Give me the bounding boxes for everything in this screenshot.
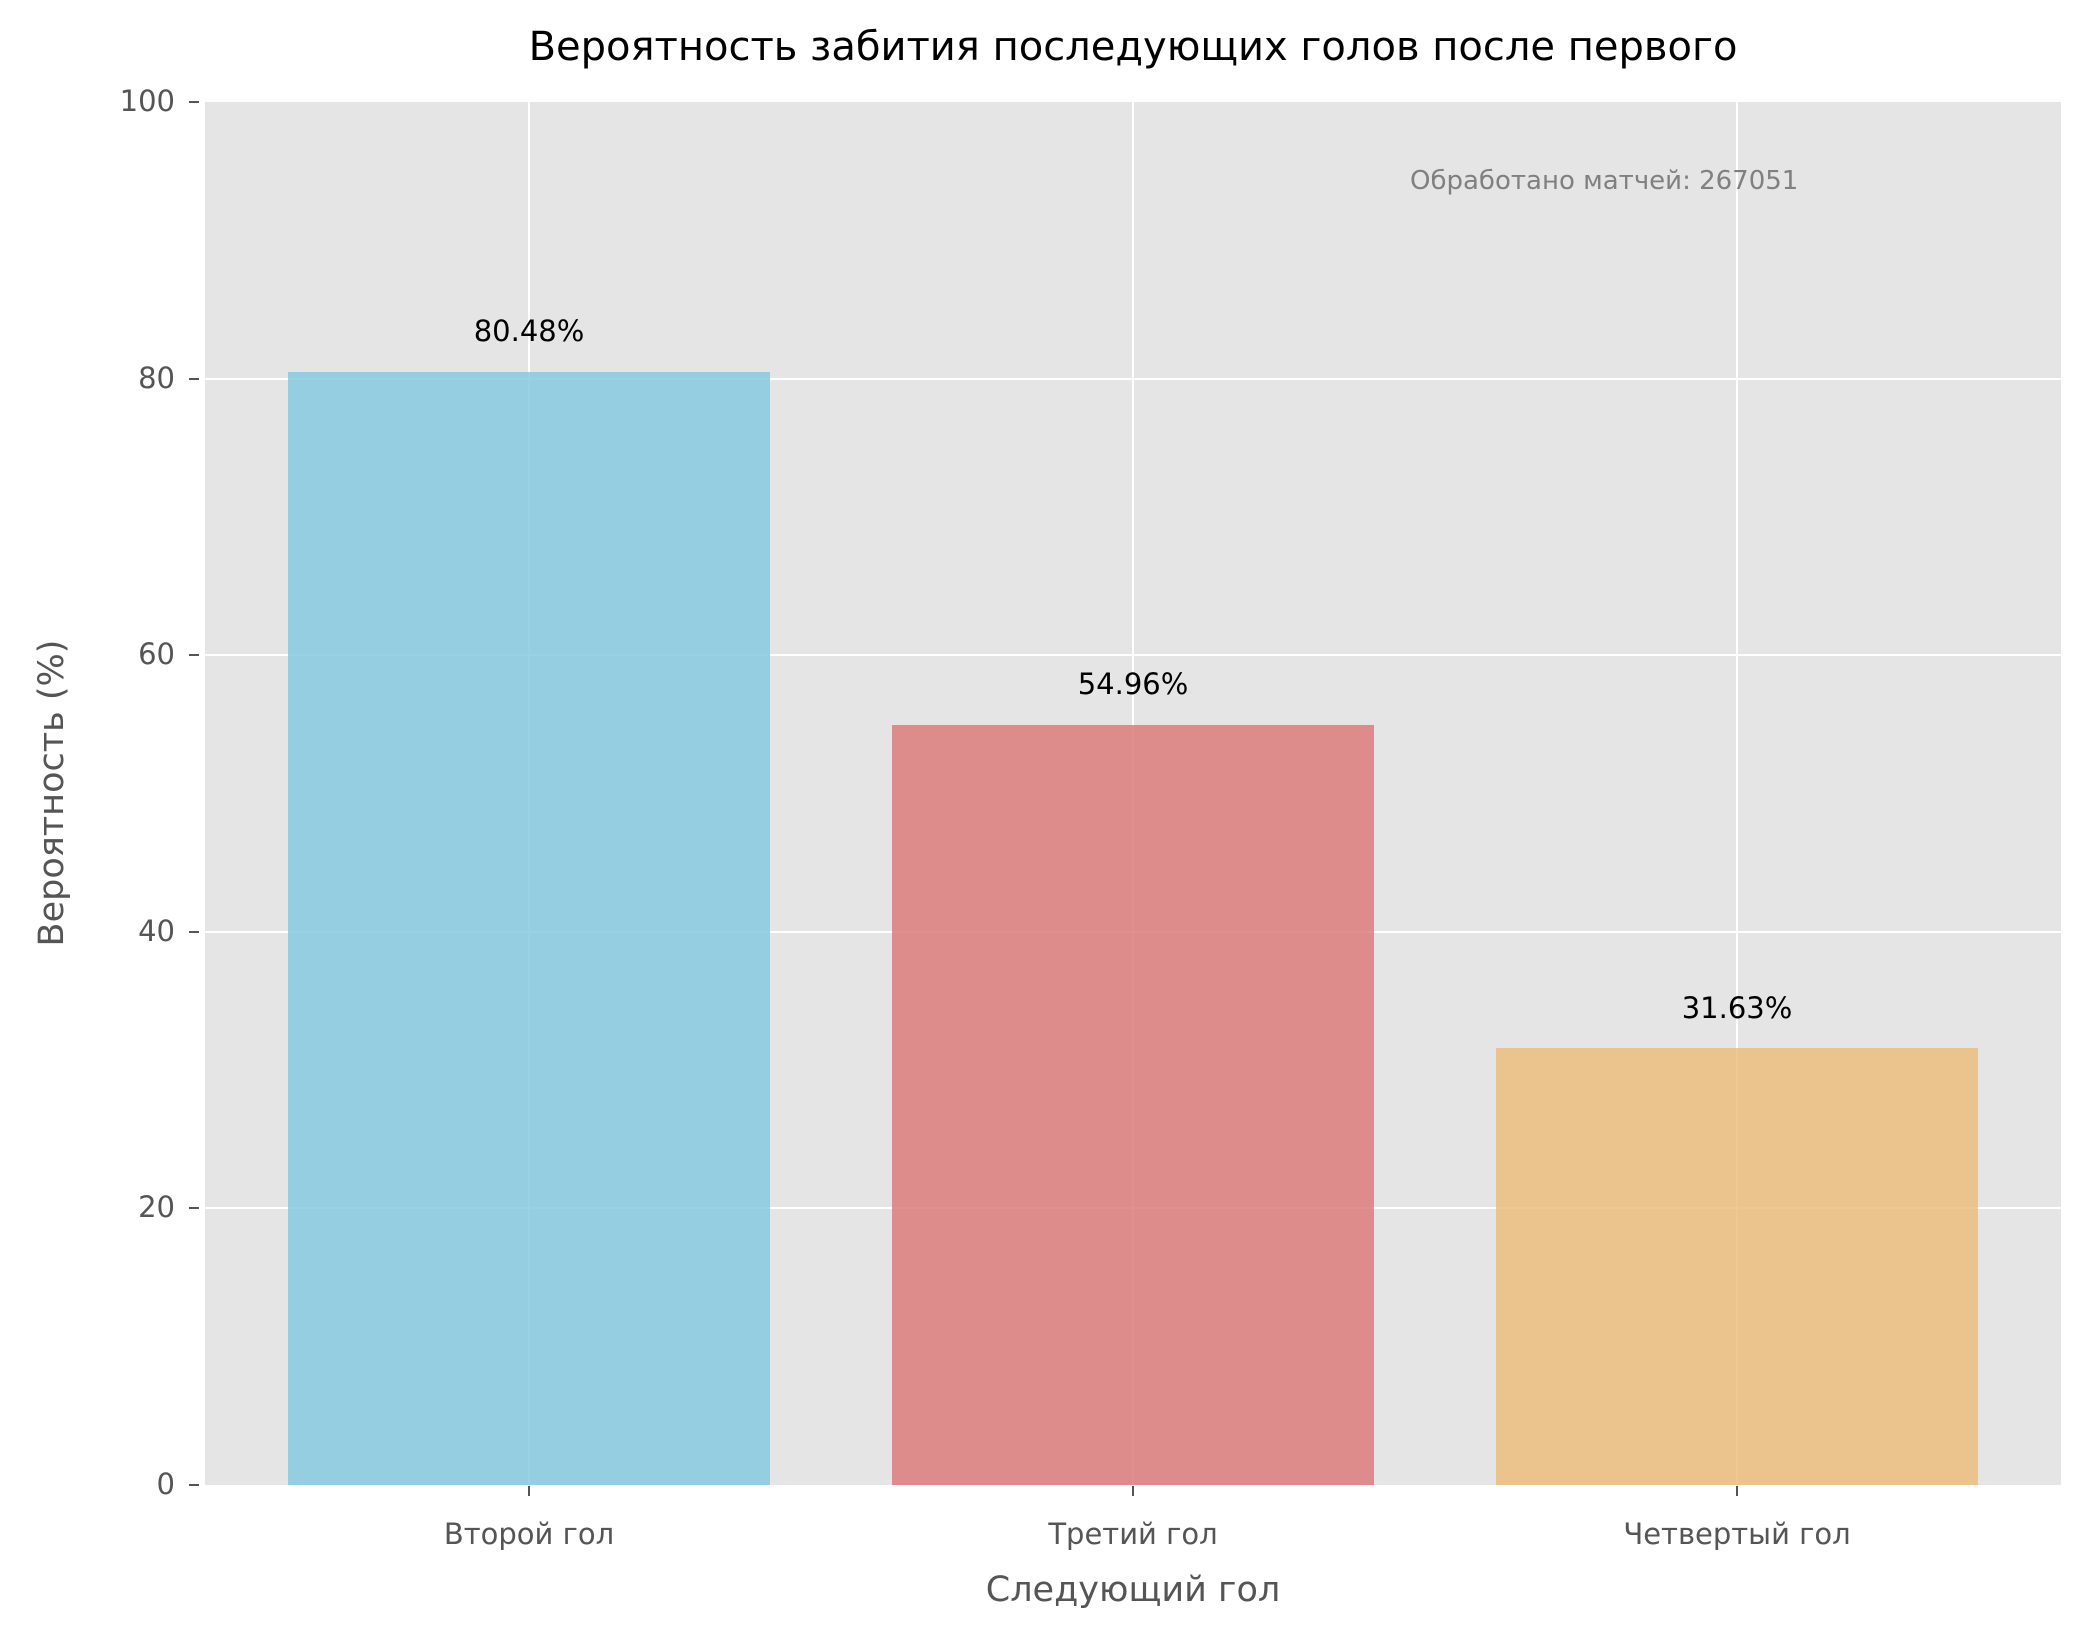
bar-value-label: 54.96% bbox=[1077, 667, 1189, 701]
y-tick-mark bbox=[189, 101, 199, 103]
bar-second-goal bbox=[288, 372, 770, 1485]
y-tick-mark bbox=[189, 1207, 199, 1209]
y-tick-label: 20 bbox=[138, 1190, 175, 1224]
y-tick-mark bbox=[189, 378, 199, 380]
x-axis-label: Следующий гол bbox=[985, 1570, 1281, 1610]
bar-value-label: 80.48% bbox=[473, 314, 585, 348]
chart-title: Вероятность забития последующих голов по… bbox=[528, 24, 1738, 70]
bar-third-goal bbox=[892, 725, 1374, 1485]
matches-processed-annotation: Обработано матчей: 267051 bbox=[1410, 166, 1799, 196]
x-tick-label: Второй гол bbox=[443, 1517, 615, 1551]
x-tick-mark bbox=[528, 1486, 530, 1496]
y-axis-label: Вероятность (%) bbox=[32, 639, 72, 947]
y-tick-label: 60 bbox=[138, 637, 175, 671]
bar-value-label: 31.63% bbox=[1681, 991, 1793, 1025]
x-tick-mark bbox=[1736, 1486, 1738, 1496]
y-tick-mark bbox=[189, 931, 199, 933]
bar-fourth-goal bbox=[1496, 1048, 1978, 1485]
y-tick-mark bbox=[189, 1484, 199, 1486]
y-tick-label: 80 bbox=[138, 361, 175, 395]
x-tick-label: Четвертый гол bbox=[1623, 1517, 1851, 1551]
x-tick-label: Третий гол bbox=[1048, 1517, 1218, 1551]
gridline-x-3 bbox=[1736, 102, 1738, 1485]
y-tick-label: 100 bbox=[119, 84, 175, 118]
y-tick-label: 0 bbox=[156, 1467, 175, 1501]
y-tick-label: 40 bbox=[138, 914, 175, 948]
x-tick-mark bbox=[1132, 1486, 1134, 1496]
plot-area: 80.48% 54.96% 31.63% Обработано матчей: … bbox=[205, 102, 2061, 1485]
y-tick-mark bbox=[189, 654, 199, 656]
